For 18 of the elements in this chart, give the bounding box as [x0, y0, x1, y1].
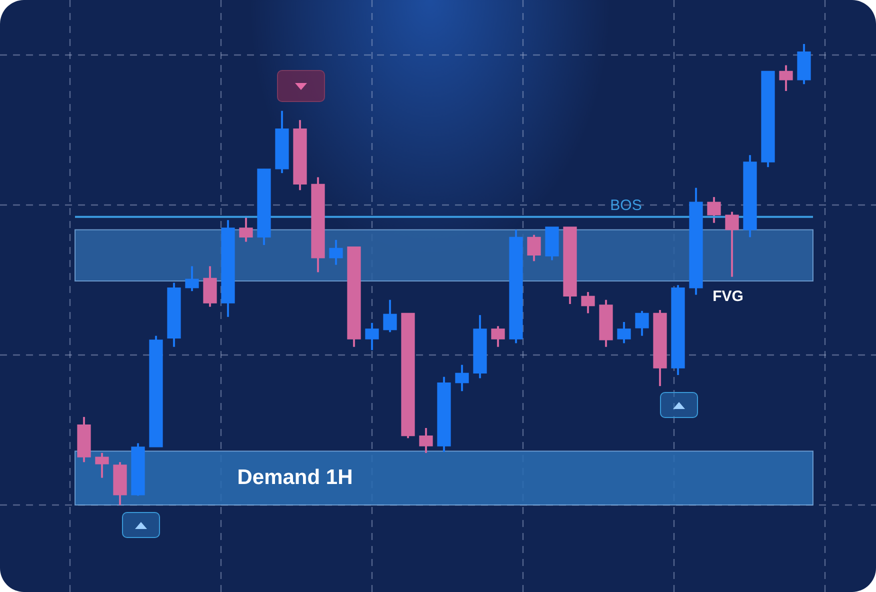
candlestick: [365, 322, 379, 352]
candlestick: [527, 234, 541, 262]
candlestick: [617, 320, 631, 344]
band-label: Demand 1H: [237, 466, 353, 489]
candlestick: [185, 265, 199, 292]
candlestick: [491, 325, 505, 348]
ref-line-label: BOS: [610, 197, 642, 214]
candlestick: [581, 291, 595, 314]
band-label: FVG: [712, 288, 744, 306]
candlestick: [779, 64, 793, 92]
candlestick: [455, 364, 469, 392]
candlestick: [707, 196, 721, 224]
candlestick: [725, 210, 739, 278]
candlestick: [95, 452, 109, 479]
candlestick: [419, 427, 433, 454]
candlestick: [329, 238, 343, 266]
candlestick: [635, 310, 649, 337]
candlestick: [383, 298, 397, 334]
